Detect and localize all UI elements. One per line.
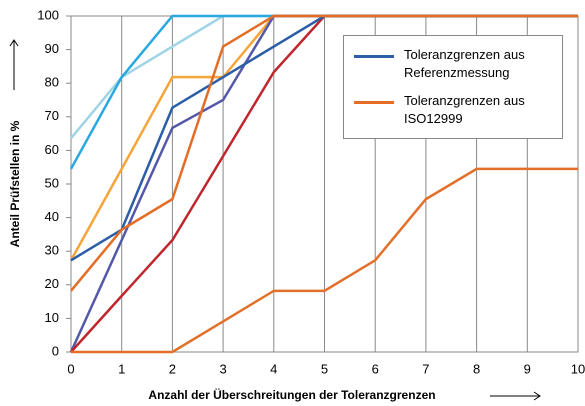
x-tick-label: 9 — [524, 361, 531, 376]
y-tick-label: 30 — [45, 243, 59, 258]
x-tick-label: 0 — [67, 361, 74, 376]
y-tick-label: 0 — [52, 343, 59, 358]
legend-item: Toleranzgrenzen aus ISO12999 — [354, 92, 552, 128]
legend-item: Toleranzgrenzen aus Referenzmessung — [354, 46, 552, 82]
x-tick-label: 2 — [169, 361, 176, 376]
x-tick-label: 5 — [321, 361, 328, 376]
legend-swatch — [354, 101, 394, 104]
y-tick-label: 20 — [45, 276, 59, 291]
x-tick-label: 8 — [473, 361, 480, 376]
series-line — [71, 167, 578, 354]
y-tick-label: 100 — [37, 7, 59, 22]
legend: Toleranzgrenzen aus Referenzmessung Toler… — [343, 35, 563, 139]
y-tick-label: 40 — [45, 209, 59, 224]
y-tick-label: 60 — [45, 142, 59, 157]
y-tick-label: 70 — [45, 108, 59, 123]
x-tick-label: 3 — [219, 361, 226, 376]
y-tick-label: 90 — [45, 41, 59, 56]
y-tick-label: 80 — [45, 75, 59, 90]
x-axis-label: Anzahl der Überschreitungen der Toleranz… — [148, 387, 435, 402]
x-tick-label: 7 — [422, 361, 429, 376]
y-tick-label: 10 — [45, 310, 59, 325]
legend-label: Toleranzgrenzen aus ISO12999 — [404, 93, 525, 126]
legend-label: Toleranzgrenzen aus Referenzmessung — [404, 47, 525, 80]
y-tick-label: 50 — [45, 175, 59, 190]
x-tick-label: 10 — [571, 361, 585, 376]
y-axis-label: Anteil Prüfstellen in % — [8, 120, 22, 247]
x-tick-label: 6 — [372, 361, 379, 376]
x-tick-label: 1 — [118, 361, 125, 376]
decor-arrows — [9, 39, 541, 401]
series-line — [70, 14, 578, 292]
x-tick-label: 4 — [270, 361, 277, 376]
legend-swatch — [354, 55, 394, 58]
